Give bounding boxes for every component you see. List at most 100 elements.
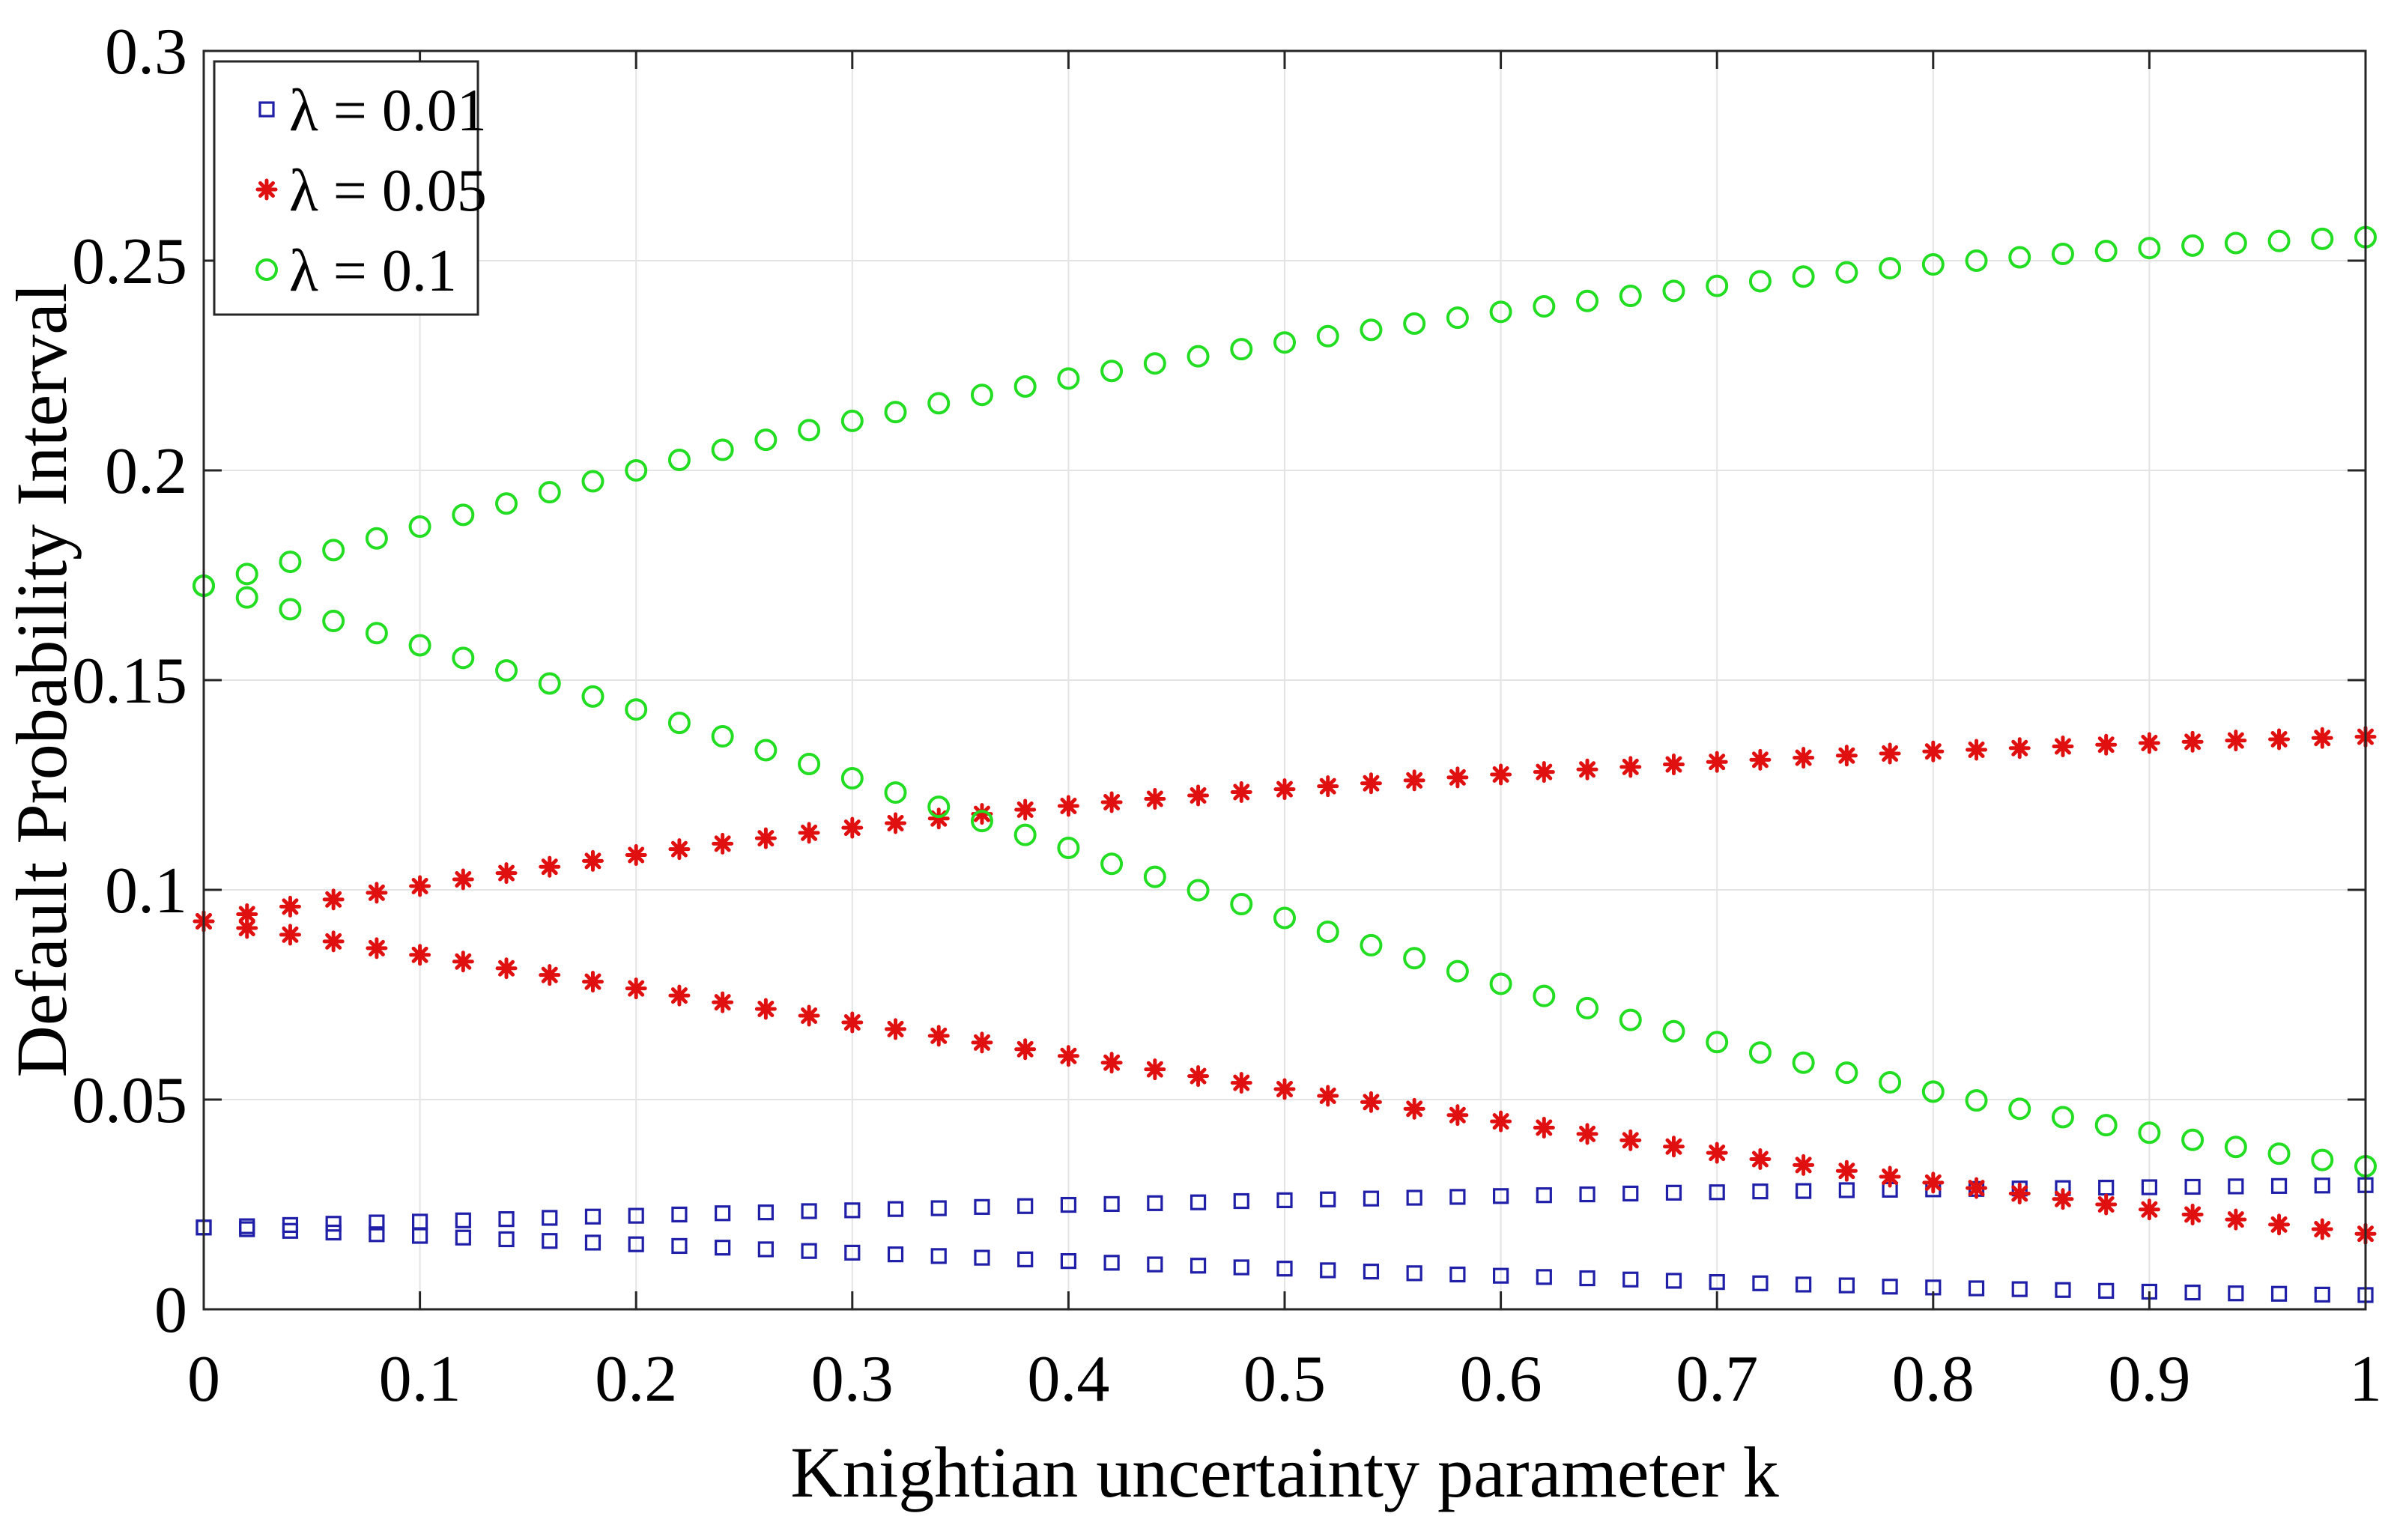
data-point-upper — [1706, 274, 1729, 297]
legend: λ = 0.01 λ = 0.05 λ = 0.1 — [213, 60, 487, 316]
data-point-upper — [927, 807, 950, 830]
data-point-upper — [1103, 1195, 1120, 1213]
data-point-upper — [495, 492, 518, 515]
data-point-upper — [279, 551, 302, 574]
y-axis-label: Default Probability Interval — [1, 282, 82, 1077]
data-point-lower — [1879, 1071, 1902, 1094]
data-point-lower — [885, 1018, 907, 1040]
data-point-lower — [2268, 1213, 2291, 1236]
data-point-lower — [282, 1222, 299, 1239]
y-tick-label: 0.2 — [105, 435, 187, 508]
data-point-upper — [1363, 1190, 1380, 1207]
data-point-upper — [1403, 769, 1425, 792]
data-point-lower — [2011, 1281, 2028, 1297]
data-point-upper — [1752, 1183, 1769, 1200]
axis-ticks: 0 0.1 0.2 0.3 0.4 0.5 0.6 0.7 0.8 0.9 1 0 0.05 0.1 0.1… — [72, 16, 2382, 1416]
y-tick-label: 0.05 — [72, 1064, 187, 1137]
data-point-lower — [2008, 1182, 2031, 1204]
x-axis-label: Knightian uncertainty parameter k — [790, 1432, 1778, 1512]
data-point-upper — [2008, 246, 2031, 269]
data-point-upper — [844, 1202, 861, 1219]
data-point-lower — [1144, 1058, 1166, 1081]
data-point-upper — [542, 1210, 558, 1226]
data-point-upper — [715, 1205, 731, 1222]
data-point-upper — [2181, 730, 2204, 753]
data-point-upper — [1017, 1198, 1034, 1214]
data-point-upper — [2052, 735, 2074, 757]
data-point-upper — [711, 438, 734, 461]
data-point-upper — [1230, 338, 1253, 361]
data-point-upper — [1793, 747, 1815, 769]
data-point-upper — [584, 1208, 601, 1225]
data-point-lower — [495, 659, 518, 682]
data-point-lower — [1363, 1263, 1380, 1280]
data-point-lower — [1576, 996, 1599, 1019]
data-point-upper — [1835, 261, 1858, 284]
data-point-upper — [2228, 1178, 2244, 1195]
data-point-lower — [279, 924, 301, 946]
data-point-upper — [1317, 775, 1339, 798]
data-point-lower — [1579, 1270, 1596, 1287]
data-point-lower — [754, 739, 778, 762]
data-point-upper — [1446, 306, 1469, 330]
data-point-lower — [581, 685, 604, 708]
data-point-upper — [970, 384, 993, 407]
data-point-upper — [538, 481, 561, 504]
data-point-lower — [1752, 1275, 1769, 1291]
y-tick-label: 0 — [154, 1274, 187, 1347]
data-point-lower — [628, 1236, 644, 1252]
data-point-lower — [1449, 1266, 1466, 1283]
data-point-lower — [1966, 1177, 1988, 1199]
data-point-lower — [325, 1224, 342, 1241]
data-point-lower — [1403, 1097, 1425, 1120]
data-point-lower — [1060, 1252, 1077, 1270]
data-point-upper — [1838, 1182, 1855, 1198]
data-point-upper — [667, 449, 691, 471]
data-point-lower — [1446, 1104, 1469, 1127]
data-point-upper — [884, 401, 907, 424]
data-point-upper — [1749, 748, 1772, 771]
data-point-lower — [798, 753, 821, 775]
data-point-lower — [1057, 1045, 1079, 1067]
data-point-lower — [2184, 1284, 2201, 1301]
data-point-upper — [581, 470, 604, 493]
data-point-upper — [625, 459, 648, 482]
data-point-lower — [1100, 852, 1124, 876]
data-point-lower — [2138, 1121, 2161, 1145]
data-point-upper — [1273, 331, 1296, 354]
data-point-upper — [840, 409, 864, 432]
data-point-upper — [1533, 761, 1555, 783]
legend-entry: λ = 0.1 — [255, 238, 457, 304]
data-point-upper — [408, 515, 431, 539]
data-point-upper — [235, 563, 258, 586]
x-tick-label: 0.1 — [379, 1343, 461, 1416]
data-point-lower — [1230, 893, 1253, 916]
data-point-lower — [1147, 1256, 1163, 1273]
data-point-lower — [1706, 1031, 1729, 1054]
data-point-lower — [1968, 1280, 1985, 1297]
data-point-lower — [235, 586, 258, 609]
data-point-upper — [625, 844, 647, 867]
data-point-lower — [322, 930, 345, 953]
data-point-upper — [1619, 756, 1642, 778]
data-point-lower — [668, 984, 691, 1007]
data-point-upper — [2095, 733, 2118, 756]
data-point-lower — [495, 957, 518, 980]
data-point-upper — [2267, 229, 2291, 252]
data-point-upper — [1619, 285, 1642, 308]
data-point-upper — [1060, 1196, 1077, 1213]
data-point-lower — [1835, 1159, 1858, 1182]
data-point-lower — [1276, 1261, 1293, 1277]
data-point-lower — [1921, 1080, 1945, 1103]
data-point-lower — [1014, 1038, 1037, 1061]
data-point-upper — [1446, 766, 1469, 789]
data-point-lower — [1273, 906, 1296, 930]
data-point-lower — [1748, 1041, 1772, 1064]
data-point-upper — [452, 868, 474, 891]
data-point-upper — [668, 838, 691, 861]
data-point-upper — [1233, 1192, 1249, 1210]
data-point-lower — [1662, 1136, 1685, 1158]
data-point-lower — [1187, 1065, 1210, 1088]
legend-marker — [255, 258, 278, 281]
data-point-upper — [2094, 240, 2118, 263]
